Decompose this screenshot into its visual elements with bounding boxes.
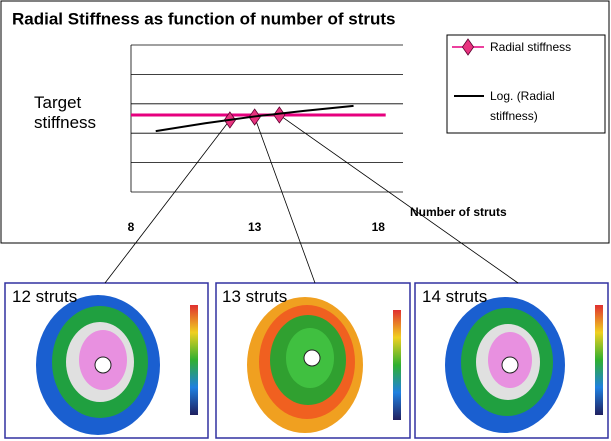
x-tick-label: 18 [372,220,386,234]
slide: Radial Stiffness as function of number o… [0,0,611,441]
chart: Radial Stiffness as function of number o… [0,0,611,441]
legend-label: Log. (Radial stiffness) [490,86,595,126]
x-tick-label: 8 [128,220,135,234]
legend-label: Radial stiffness [490,37,595,57]
panel-label: 13 struts [222,287,287,307]
panel-label: 12 struts [12,287,77,307]
target-label: Target stiffness [34,93,134,133]
chart-title: Radial Stiffness as function of number o… [12,9,395,28]
panels [5,283,608,438]
x-tick-label: 13 [248,220,262,234]
panel-label: 14 struts [422,287,487,307]
